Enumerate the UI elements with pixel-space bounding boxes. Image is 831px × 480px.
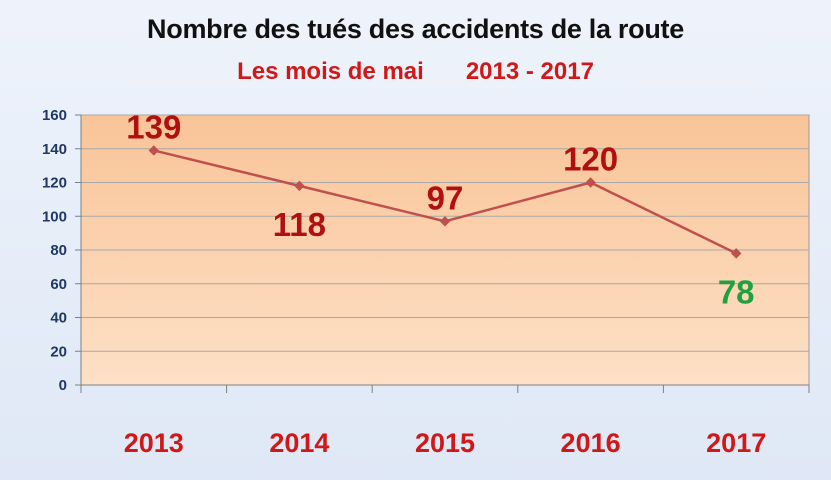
subtitle-period: Les mois de mai <box>237 58 424 85</box>
subtitle-years: 2013 - 2017 <box>465 58 594 85</box>
y-tick-label: 60 <box>50 276 67 293</box>
data-point <box>148 145 160 156</box>
data-label: 120 <box>563 141 618 178</box>
y-tick-label: 80 <box>50 242 67 259</box>
y-tick-label: 0 <box>59 377 67 394</box>
data-point <box>730 248 742 259</box>
y-tick-label: 140 <box>42 141 67 158</box>
data-label: 139 <box>126 108 181 145</box>
y-tick-label: 40 <box>50 310 67 327</box>
chart-subtitle: Les mois de mai 2013 - 2017 <box>0 58 831 86</box>
x-tick-label: 2013 <box>124 428 184 458</box>
y-tick-label: 120 <box>42 175 67 192</box>
data-point <box>439 216 451 227</box>
chart-title: Nombre des tués des accidents de la rout… <box>147 14 684 44</box>
y-tick-label: 100 <box>42 208 67 225</box>
series <box>148 145 742 259</box>
data-label: 78 <box>718 273 755 310</box>
y-tick-label: 160 <box>42 107 67 124</box>
gridlines <box>81 114 809 352</box>
x-tick-label: 2017 <box>706 428 766 458</box>
x-axis-ticks: 2013 2014 2015 2016 2017 <box>124 428 766 458</box>
y-axis-ticks: 0 20 40 60 80 100 120 140 160 <box>42 107 67 394</box>
data-label: 97 <box>427 179 464 216</box>
x-tick-label: 2015 <box>415 428 475 458</box>
data-labels: 139 118 97 120 78 <box>126 108 754 310</box>
axes <box>75 114 810 393</box>
data-point <box>294 180 305 192</box>
data-label: 118 <box>273 206 326 243</box>
data-point <box>585 177 596 188</box>
y-tick-label: 20 <box>50 343 67 360</box>
x-tick-label: 2014 <box>269 428 329 458</box>
x-tick-label: 2016 <box>561 428 621 458</box>
